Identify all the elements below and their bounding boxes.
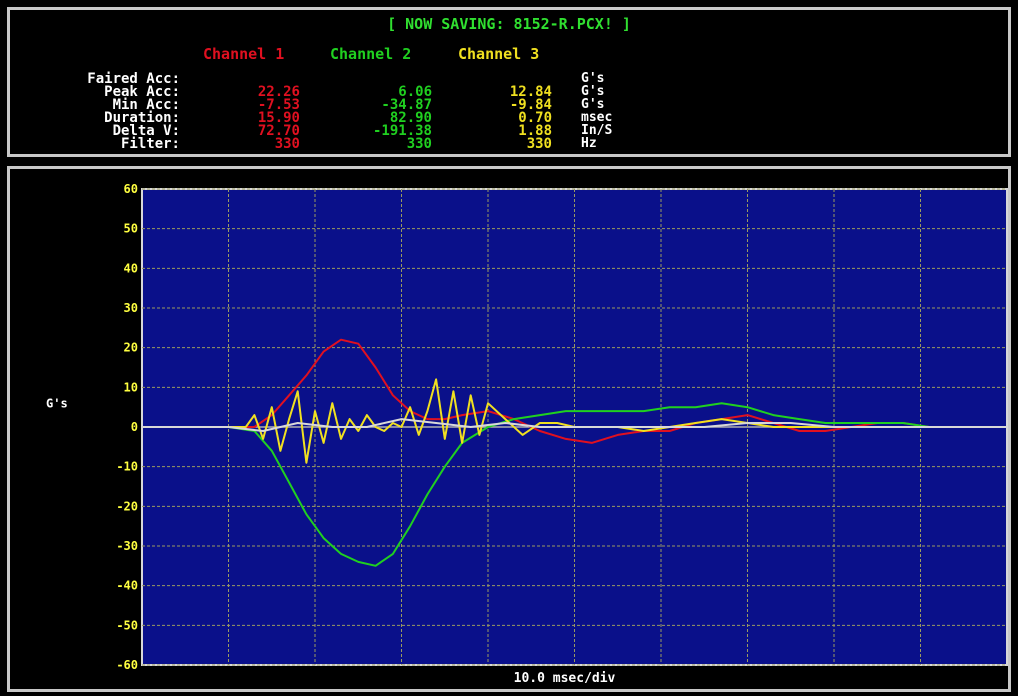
y-tick-label: -40: [116, 579, 138, 593]
unit-min-acc: G's: [581, 97, 605, 112]
y-axis-label: G's: [46, 396, 68, 410]
summary-panel: [ NOW SAVING: 8152-R.PCX! ] Channel 1 Ch…: [7, 7, 1011, 157]
ch3-min-acc: -9.84: [509, 97, 552, 113]
y-tick-labels: 60 50 40 30 20 10 0 -10 -20 -30 -40 -50 -60: [116, 182, 138, 672]
ch1-peak-acc: 22.26: [257, 84, 300, 100]
ch1-duration: 15.90: [257, 110, 300, 126]
unit-faired-acc: G's: [581, 71, 605, 86]
ch2-peak-acc: 6.06: [398, 84, 432, 100]
y-tick-label: 20: [124, 341, 138, 355]
ch3-peak-acc: 12.84: [509, 84, 552, 100]
unit-filter: Hz: [581, 136, 597, 151]
row-label-delta-v: Delta V:: [112, 123, 180, 139]
ch1-delta-v: 72.70: [257, 123, 300, 139]
y-tick-label: -30: [116, 539, 138, 553]
y-tick-label: -50: [116, 618, 138, 632]
status-message: [ NOW SAVING: 8152-R.PCX! ]: [387, 15, 631, 33]
series-line-4: [142, 418, 1007, 432]
unit-duration: msec: [581, 110, 613, 125]
channel-1-label: Channel 1: [203, 45, 285, 63]
acceleration-chart: 60 50 40 30 20 10 0 -10 -20 -30 -40 -50 -60 G's 10.0…: [46, 182, 1008, 686]
channel-2-label: Channel 2: [330, 45, 412, 63]
y-tick-label: 60: [124, 182, 138, 196]
series-line-2: [142, 402, 1007, 567]
ch2-min-acc: -34.87: [381, 97, 432, 113]
ch3-delta-v: 1.88: [518, 123, 552, 139]
ch2-filter: 330: [406, 136, 432, 152]
y-tick-label: 50: [124, 222, 138, 236]
row-label-min-acc: Min Acc:: [112, 97, 180, 113]
ch3-filter: 330: [526, 136, 552, 152]
series-lines: [142, 338, 1007, 567]
y-tick-label: 10: [124, 380, 138, 394]
row-label-peak-acc: Peak Acc:: [104, 84, 180, 100]
unit-delta-v: In/S: [581, 123, 613, 138]
chart-panel: 60 50 40 30 20 10 0 -10 -20 -30 -40 -50 -60 G's 10.0…: [7, 166, 1011, 692]
unit-peak-acc: G's: [581, 84, 605, 99]
series-line-3: [142, 378, 1007, 464]
ch1-min-acc: -7.53: [257, 97, 300, 113]
row-label-duration: Duration:: [104, 110, 180, 126]
ch3-duration: 0.70: [518, 110, 552, 126]
channel-3-label: Channel 3: [458, 45, 540, 63]
ch2-duration: 82.90: [389, 110, 432, 126]
y-tick-label: -10: [116, 460, 138, 474]
x-axis-label: 10.0 msec/div: [514, 671, 616, 686]
y-tick-label: 40: [124, 261, 138, 275]
ch2-delta-v: -191.38: [372, 123, 432, 139]
ch1-filter: 330: [274, 136, 300, 152]
y-tick-label: -20: [116, 499, 138, 513]
y-tick-label: -60: [116, 658, 138, 672]
y-tick-label: 0: [131, 420, 138, 434]
row-label-filter: Filter:: [120, 136, 180, 152]
y-tick-label: 30: [124, 301, 138, 315]
row-label-faired-acc: Faired Acc:: [87, 71, 180, 87]
